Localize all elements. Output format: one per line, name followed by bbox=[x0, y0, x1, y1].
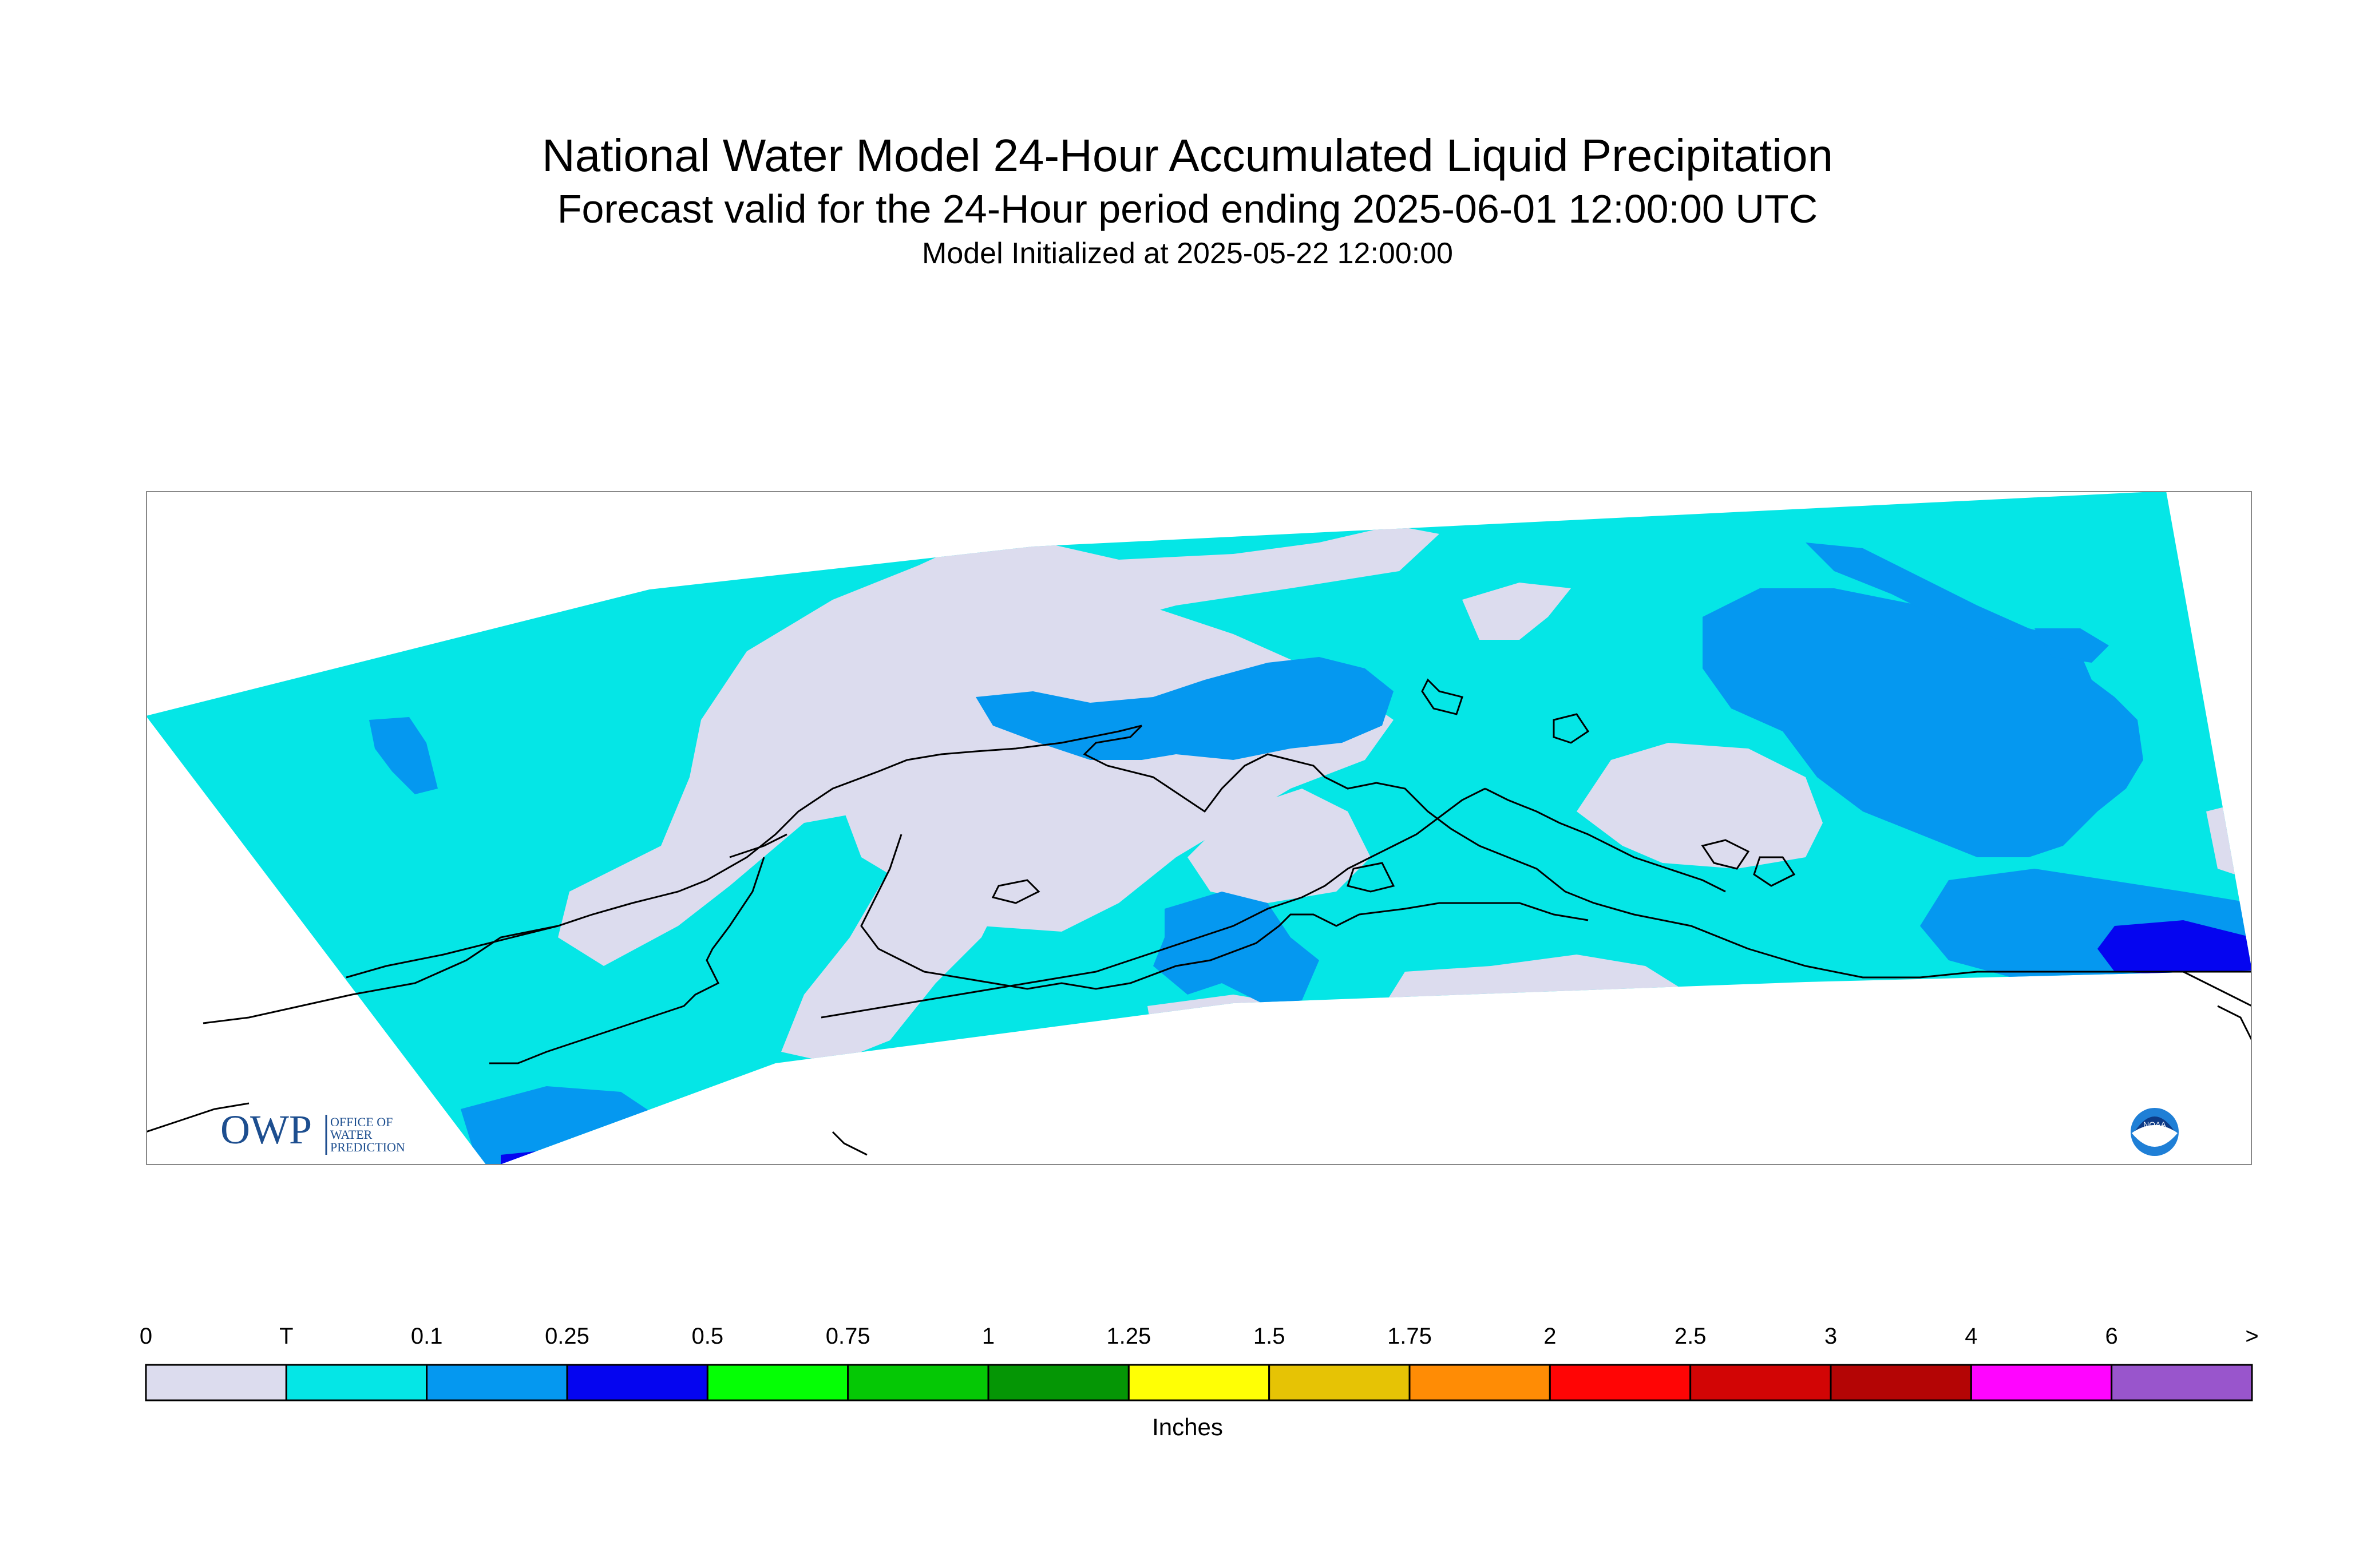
svg-text:NOAA: NOAA bbox=[2143, 1120, 2166, 1129]
owp-logo: OWP OFFICE OF WATER PREDICTION bbox=[220, 1107, 405, 1155]
model-init-line: Model Initialized at 2025-05-22 12:00:00 bbox=[922, 237, 1453, 270]
legend-bin bbox=[1127, 1364, 1270, 1401]
legend-tick-label: 0.5 bbox=[692, 1324, 724, 1349]
legend-bin bbox=[566, 1364, 708, 1401]
precipitation-map: OWP OFFICE OF WATER PREDICTION NOAA bbox=[146, 491, 2252, 1165]
coastlines bbox=[146, 678, 2252, 1156]
legend-bin bbox=[145, 1364, 287, 1401]
legend-tick-label: 0 bbox=[140, 1324, 152, 1349]
legend-tick-label: 0.1 bbox=[411, 1324, 443, 1349]
legend-tick-label: 1.5 bbox=[1253, 1324, 1285, 1349]
legend-tick-label: 2 bbox=[1543, 1324, 1556, 1349]
legend-units: Inches bbox=[1152, 1413, 1223, 1440]
legend-bin bbox=[1549, 1364, 1692, 1401]
legend-bin bbox=[2111, 1364, 2253, 1401]
legend-bin bbox=[285, 1364, 428, 1401]
legend-tick-label: 6 bbox=[2105, 1324, 2118, 1349]
legend-bin bbox=[1408, 1364, 1551, 1401]
legend-tick-label: 1.25 bbox=[1106, 1324, 1151, 1349]
legend-tick-label: T bbox=[279, 1324, 293, 1349]
legend-tick-label: 1 bbox=[982, 1324, 995, 1349]
svg-text:WATER: WATER bbox=[330, 1127, 373, 1142]
legend-bin bbox=[1970, 1364, 2113, 1401]
map-subtitle: Forecast valid for the 24-Hour period en… bbox=[557, 187, 1818, 231]
legend-tick-label: 1.75 bbox=[1387, 1324, 1432, 1349]
legend-tick-label: 4 bbox=[1965, 1324, 1977, 1349]
svg-text:OWP: OWP bbox=[220, 1107, 312, 1153]
legend-bin bbox=[1689, 1364, 1832, 1401]
svg-text:OFFICE OF: OFFICE OF bbox=[330, 1115, 393, 1129]
legend-bin bbox=[706, 1364, 849, 1401]
legend-bin bbox=[1830, 1364, 1972, 1401]
legend-tick-label: 2.5 bbox=[1675, 1324, 1707, 1349]
legend-tick-label: 0.75 bbox=[826, 1324, 870, 1349]
legend-bin bbox=[1268, 1364, 1411, 1401]
legend-tick-label: 3 bbox=[1824, 1324, 1837, 1349]
map-frame bbox=[146, 491, 2252, 1165]
legend-tick-label: > bbox=[2245, 1324, 2258, 1349]
map-title: National Water Model 24-Hour Accumulated… bbox=[542, 130, 1833, 181]
tenth-inch-areas bbox=[369, 543, 2252, 1165]
legend-bin bbox=[847, 1364, 989, 1401]
legend-bin bbox=[426, 1364, 568, 1401]
legend-tick-label: 0.25 bbox=[545, 1324, 589, 1349]
legend-bin bbox=[987, 1364, 1130, 1401]
precip-legend: 0 T 0.1 0.25 0.5 0.75 1 1.25 1.5 1.75 2 2.5 3 4 6 > bbox=[140, 1324, 2259, 1401]
noaa-logo: NOAA bbox=[2131, 1108, 2179, 1156]
svg-text:PREDICTION: PREDICTION bbox=[330, 1140, 405, 1154]
